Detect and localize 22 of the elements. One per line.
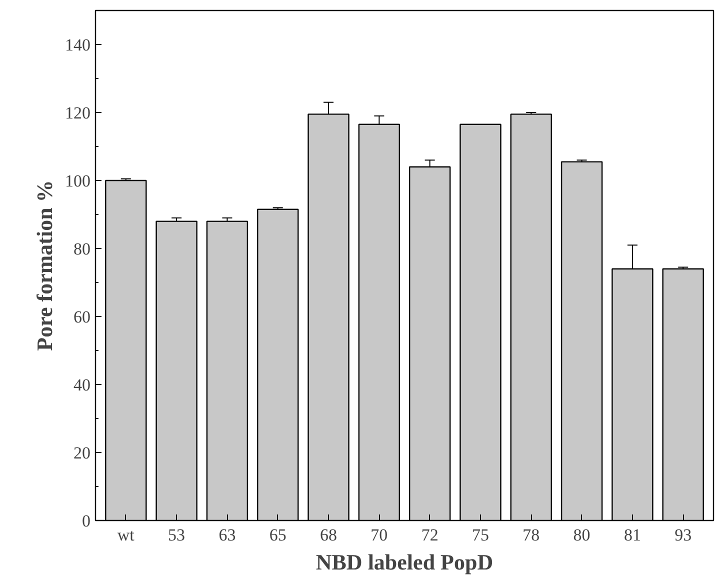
- x-axis-title: NBD labeled PopD: [316, 550, 494, 574]
- x-tick-label: 80: [573, 526, 590, 544]
- y-axis-title: Pore formation %: [32, 180, 57, 351]
- x-tick-label: 63: [218, 526, 236, 544]
- x-tick-label: wt: [117, 526, 135, 544]
- y-tick-label: 100: [65, 172, 90, 190]
- x-tick-label: 53: [168, 526, 186, 544]
- y-tick-label: 20: [74, 444, 90, 462]
- x-tick-label: 70: [370, 526, 388, 544]
- x-tick-label: 65: [269, 526, 286, 544]
- y-tick-label: 60: [74, 308, 90, 326]
- x-tick-label: 81: [624, 526, 641, 544]
- x-tick-label: 93: [674, 526, 692, 544]
- y-tick-label: 120: [65, 104, 90, 122]
- y-tick-label: 0: [82, 512, 90, 530]
- y-tick-label: 140: [65, 36, 90, 54]
- y-tick-label: 80: [74, 240, 90, 258]
- x-tick-label: 75: [472, 526, 489, 544]
- y-tick-label: 40: [74, 376, 90, 394]
- x-tick-label: 72: [421, 526, 438, 544]
- x-tick-label: 68: [320, 526, 338, 544]
- x-tick-label: 78: [522, 526, 540, 544]
